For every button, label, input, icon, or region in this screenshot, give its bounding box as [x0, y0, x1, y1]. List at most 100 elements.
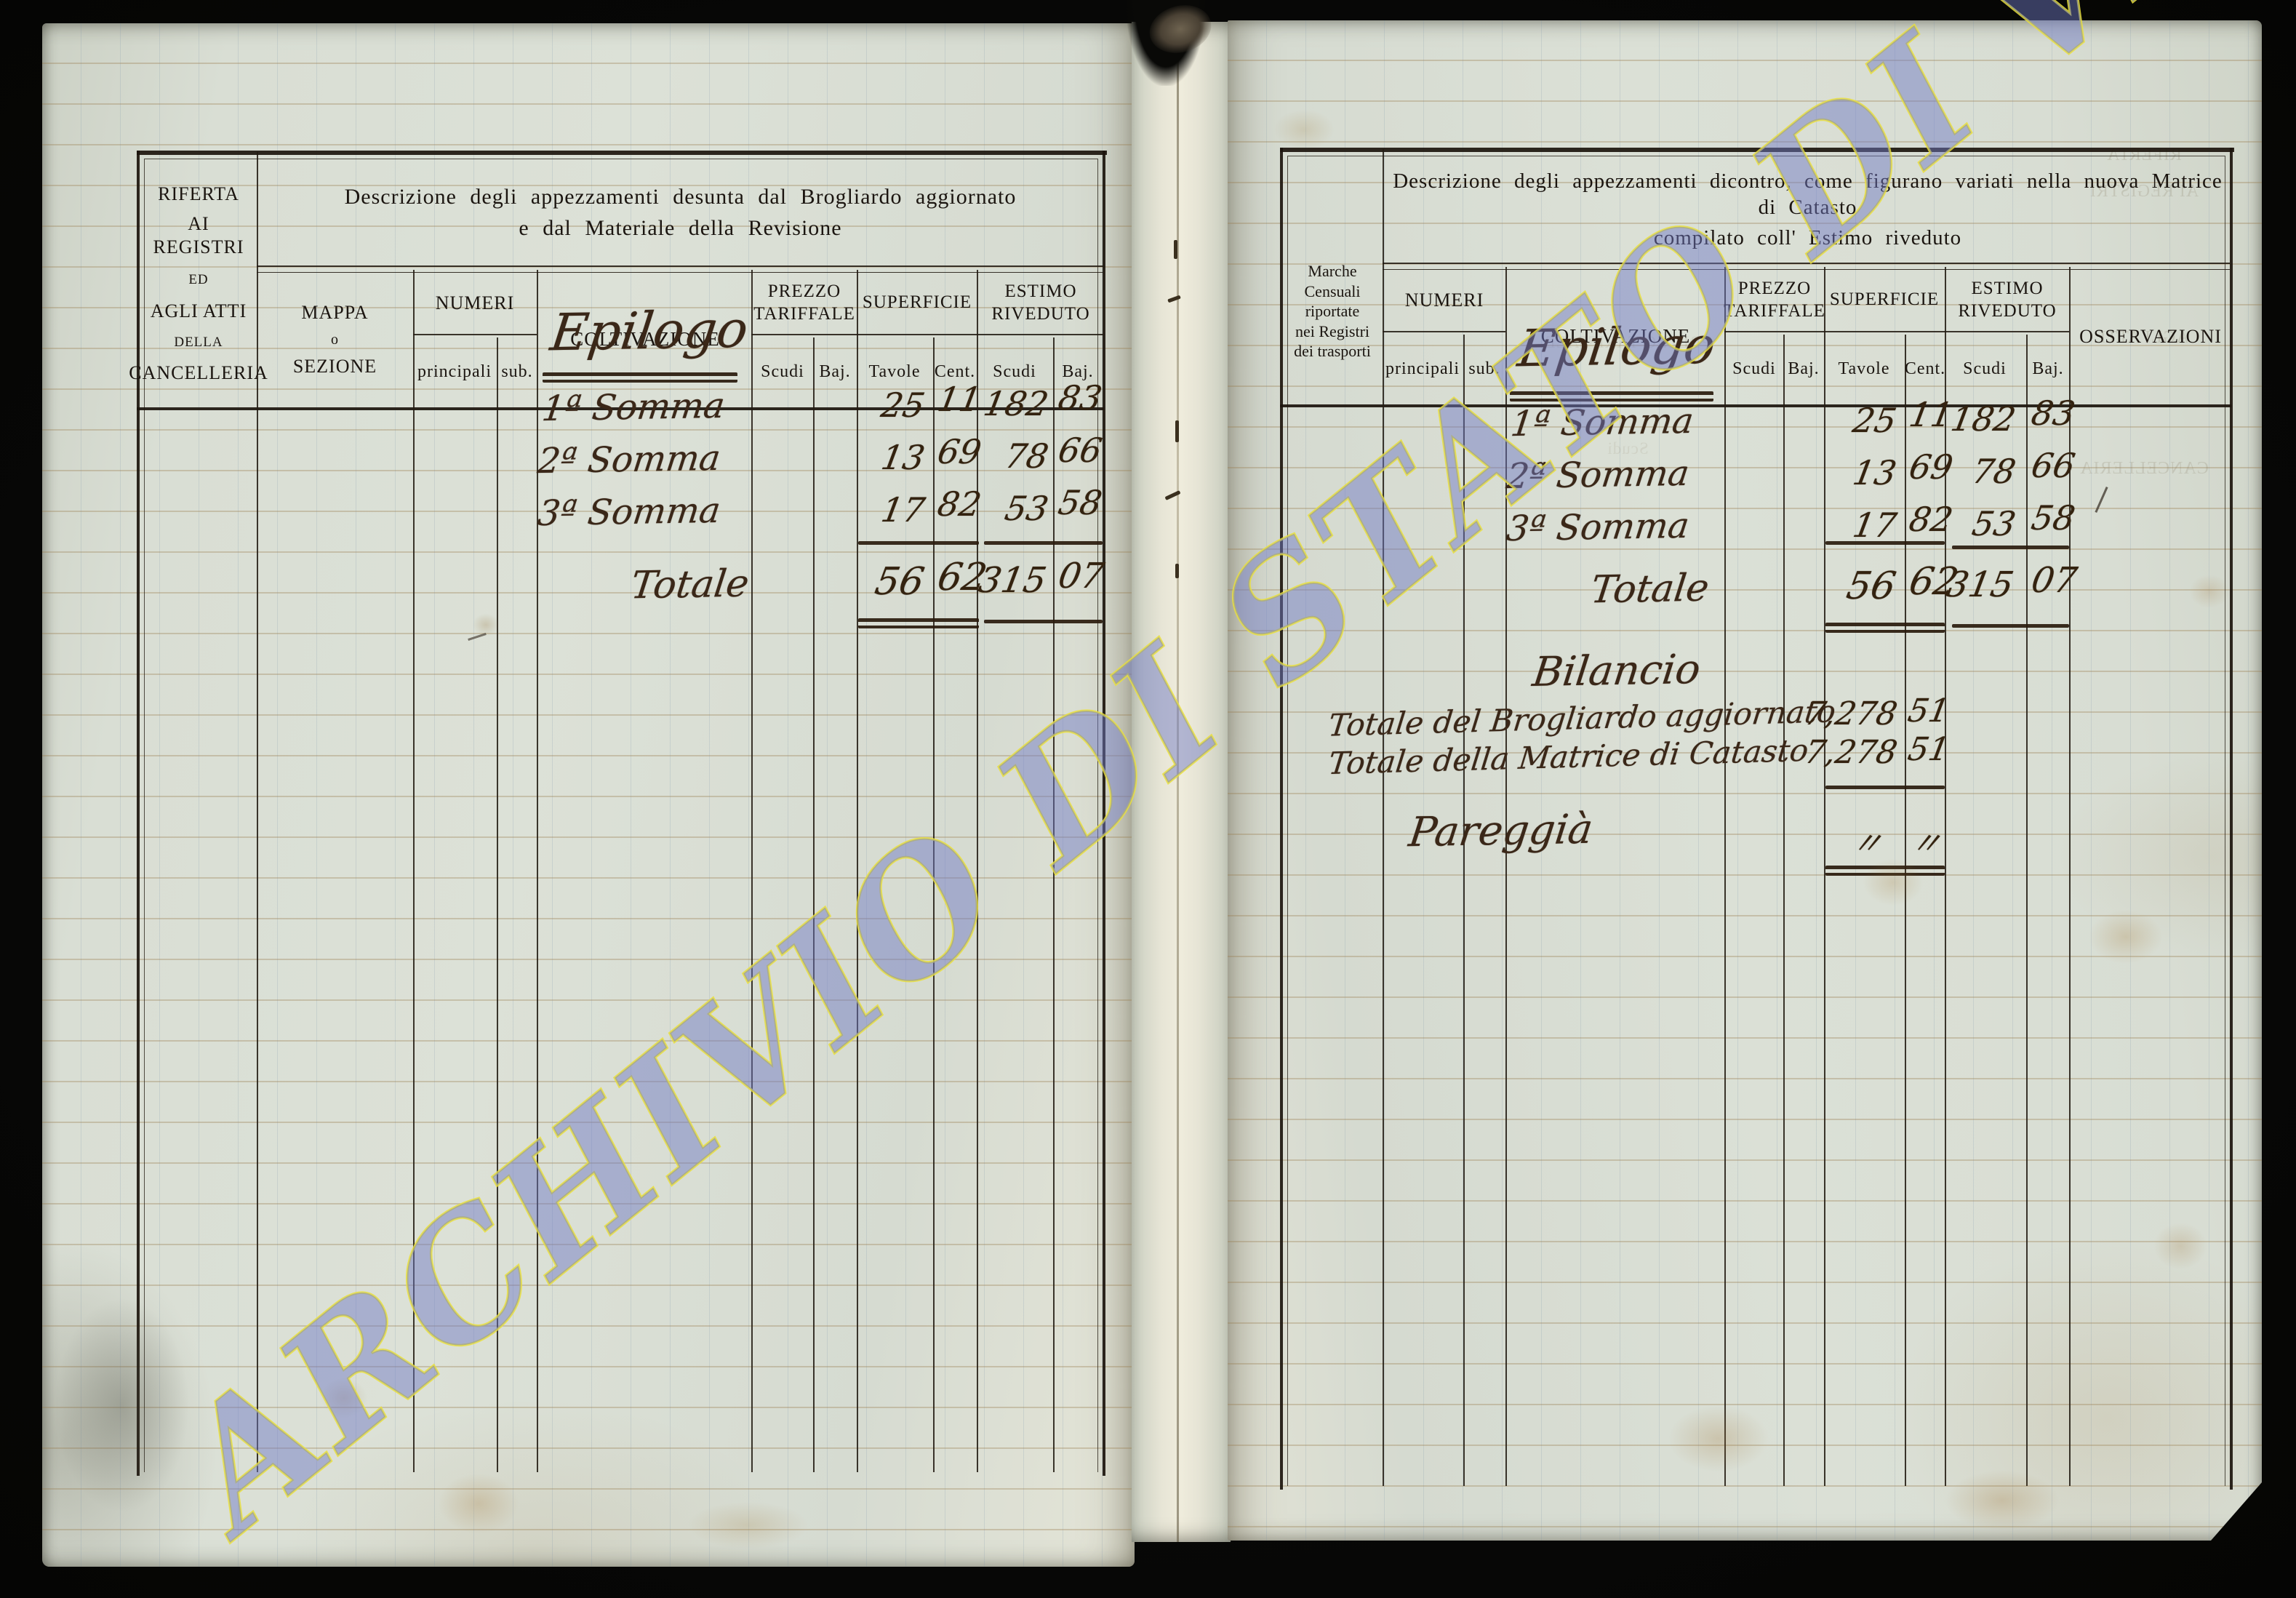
- column-line: [857, 270, 858, 1472]
- title-line-1: Descrizione degli appezzamenti desunta d…: [344, 184, 1017, 209]
- bilancio-cent: 51: [1905, 731, 1953, 768]
- riferta-header: RIFERTA AI REGISTRI ED AGLI ATTI DELLA C…: [129, 160, 268, 407]
- title-separator: [257, 265, 1104, 273]
- sub-header: sub.: [1468, 359, 1500, 378]
- column-line: [1905, 335, 1906, 1486]
- group-underline: [751, 334, 857, 340]
- smudge: [49, 1289, 195, 1522]
- table-frame-left: [1280, 148, 1283, 1490]
- osservazioni-header: OSSERVAZIONI: [2079, 325, 2222, 347]
- stray-ink-mark: [468, 633, 487, 641]
- entry-baj: 66: [2028, 446, 2079, 485]
- table-frame-left: [137, 151, 140, 1476]
- totale-label: Totale: [1588, 566, 1712, 612]
- entry-scudi: 78: [1969, 452, 2019, 491]
- sum-rule: [1952, 546, 2069, 549]
- entry-scudi: 78: [1001, 436, 1052, 476]
- table-frame-top: [137, 151, 1107, 155]
- baj-header: Baj.: [1788, 359, 1820, 378]
- entry-label: 1ª Somma: [1508, 400, 1696, 445]
- foxing-spot: [1860, 857, 1926, 908]
- entry-baj: 58: [2028, 498, 2079, 538]
- group-underline: [857, 334, 977, 340]
- column-line: [2069, 267, 2071, 1486]
- column-line: [933, 337, 935, 1472]
- totale-closing-rule: [984, 620, 1103, 623]
- table-frame-right: [1103, 151, 1105, 1476]
- totale-baj: 07: [2028, 560, 2081, 601]
- title-separator: [1383, 263, 2230, 270]
- riferta-line: AI REGISTRI: [153, 212, 244, 258]
- scudi-header: Scudi: [1963, 359, 2007, 378]
- entry-label: 3ª Somma: [1504, 505, 1692, 550]
- stitch: [1167, 295, 1181, 303]
- table-frame-right: [2230, 148, 2233, 1490]
- scudi-header: Scudi: [761, 362, 804, 381]
- totale-tavole: 56: [871, 560, 928, 604]
- foxing-spot: [1940, 1468, 2064, 1533]
- binding-crease: [1177, 22, 1179, 1542]
- marche-header: Marche Censuali riportate nei Registri d…: [1281, 231, 1383, 391]
- bilancio-tavole: 7,278: [1801, 734, 1900, 771]
- mappa-line: MAPPA: [301, 302, 369, 323]
- superficie-header: SUPERFICIE: [1829, 289, 1940, 310]
- group-underline: [1824, 331, 1945, 337]
- entry-tavole: 17: [878, 490, 928, 530]
- group-underline: [1945, 331, 2069, 337]
- sub-header: sub.: [501, 362, 533, 381]
- ghost-line: CANCELLERIA: [2079, 459, 2209, 479]
- entry-scudi: 53: [1001, 489, 1052, 528]
- entry-baj: 66: [1055, 431, 1105, 470]
- column-line: [1463, 335, 1465, 1486]
- totale-tavole: 56: [1843, 564, 1900, 608]
- mappa-header: MAPPA o SEZIONE: [260, 274, 409, 405]
- table-frame-top: [1280, 148, 2234, 152]
- bilancio-heading: Bilancio: [1529, 646, 1703, 696]
- column-line: [1383, 149, 1384, 1486]
- entry-label: 2ª Somma: [1504, 452, 1692, 498]
- column-line: [751, 270, 753, 1472]
- entry-scudi: 182: [1948, 399, 2019, 439]
- totale-closing-rule: [1825, 623, 1945, 633]
- foxing-spot: [1664, 1402, 1773, 1475]
- scudi-header: Scudi: [1732, 359, 1776, 378]
- mappa-line: SEZIONE: [292, 355, 377, 377]
- riferta-line: RIFERTA: [158, 183, 239, 204]
- tavole-header: Tavole: [868, 362, 921, 381]
- tavole-header: Tavole: [1838, 359, 1890, 378]
- epilogo-underline: [543, 372, 737, 383]
- sum-rule: [858, 541, 979, 545]
- riferta-line: CANCELLERIA: [129, 361, 268, 383]
- pareggia-closing-rule: [1825, 866, 1945, 876]
- entry-baj: 58: [1055, 483, 1105, 522]
- sum-rule: [1825, 541, 1945, 545]
- baj-header: Baj.: [2032, 359, 2064, 378]
- foxing-spot: [682, 1500, 813, 1551]
- column-line: [497, 337, 498, 1472]
- pareggia-label: Pareggià: [1406, 805, 1596, 857]
- riferta-line: AGLI ATTI: [150, 300, 247, 322]
- totale-scudi: 315: [1943, 564, 2017, 605]
- scudi-header: Scudi: [993, 362, 1036, 381]
- baj-header: Baj.: [819, 362, 851, 381]
- foxing-spot: [319, 1376, 369, 1420]
- totale-closing-rule: [1952, 624, 2069, 628]
- title-line-1: Descrizione degli appezzamenti dicontro,…: [1393, 169, 2223, 219]
- coltivazione-header: COLTIVAZIONE: [570, 328, 720, 351]
- foxing-spot: [435, 1471, 522, 1536]
- cent-header: Cent.: [934, 362, 976, 381]
- numeri-header: NUMERI: [435, 292, 515, 313]
- foxing-spot: [2188, 573, 2231, 610]
- numeri-header: NUMERI: [1404, 289, 1484, 311]
- entry-label: 2ª Somma: [535, 437, 723, 482]
- column-line: [1945, 267, 1946, 1486]
- page-title: Descrizione degli appezzamenti dicontro,…: [1388, 159, 2228, 260]
- bilancio-cent: 51: [1905, 692, 1953, 730]
- entry-scudi: 53: [1969, 504, 2019, 543]
- column-line: [413, 270, 415, 1472]
- prezzo-header: PREZZO TARIFFALE: [1724, 278, 1825, 321]
- binding-gutter: [1132, 22, 1231, 1542]
- riferta-line: ED: [188, 271, 209, 287]
- column-line: [813, 337, 815, 1472]
